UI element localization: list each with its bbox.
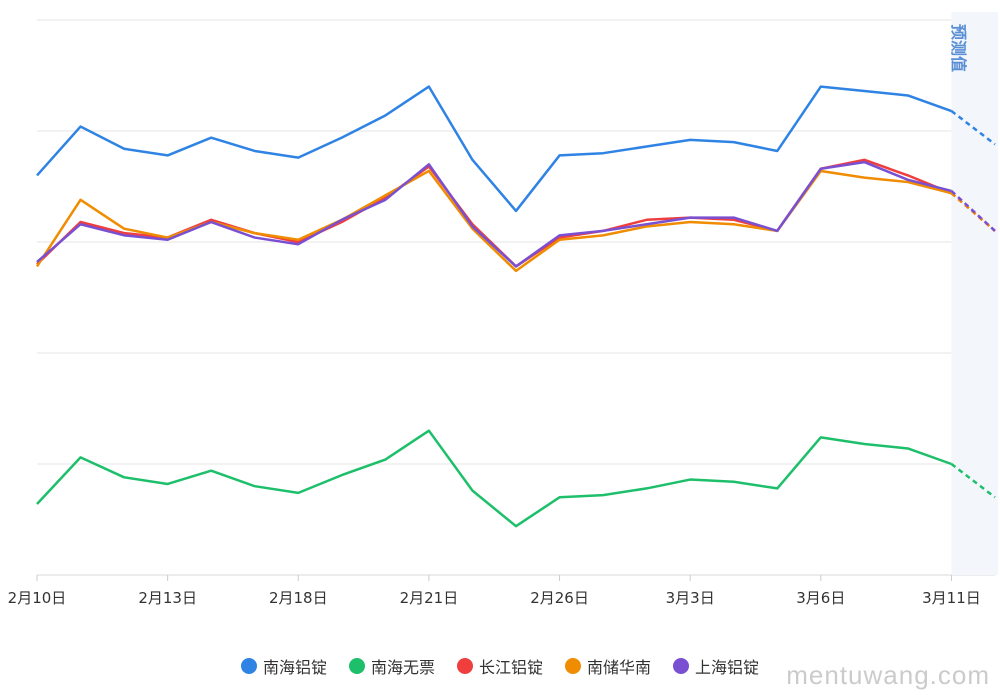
x-tick-label: 2月10日	[8, 589, 67, 607]
series-forecast-0	[950, 110, 996, 146]
legend-label-3: 南储华南	[587, 658, 652, 677]
x-tick-label: 3月6日	[796, 589, 845, 607]
x-tick-label: 3月3日	[666, 589, 715, 607]
forecast-label: 预测值	[949, 24, 968, 72]
legend-label-1: 南海无票	[370, 658, 435, 677]
legend-dot-0	[240, 658, 257, 674]
legend-item-4[interactable]: 上海铝锭	[673, 654, 759, 678]
legend-label-4: 上海铝锭	[695, 658, 760, 677]
x-tick-label: 3月11日	[922, 589, 981, 607]
forecast-shade	[951, 12, 998, 575]
series-forecast-4	[950, 190, 996, 232]
legend: 南海铝锭 南海无票 长江铝锭 南储华南 上海铝锭	[0, 652, 1000, 680]
legend-dot-4	[673, 658, 690, 674]
x-tick-label: 2月26日	[530, 589, 589, 607]
legend-item-1[interactable]: 南海无票	[348, 654, 435, 678]
series-line-0	[36, 85, 952, 213]
chart-lines	[35, 85, 996, 528]
series-line-1	[36, 429, 952, 528]
legend-label-2: 长江铝锭	[478, 658, 543, 677]
x-tick-label: 2月21日	[400, 589, 459, 607]
x-tick-label: 2月13日	[138, 589, 197, 607]
legend-item-2[interactable]: 长江铝锭	[456, 654, 543, 678]
legend-item-0[interactable]: 南海铝锭	[240, 654, 327, 678]
series-forecast-1	[950, 463, 996, 499]
chart-grid	[37, 19, 995, 576]
legend-dot-2	[456, 658, 473, 674]
legend-dot-1	[348, 658, 365, 674]
watermark: mentuwang.com	[786, 660, 990, 690]
x-axis: 2月10日 2月13日 2月18日 2月21日 2月26日 3月3日 3月6日 3月11日	[8, 575, 981, 607]
x-tick-label: 2月18日	[269, 589, 328, 607]
legend-dot-3	[565, 658, 581, 674]
legend-item-3[interactable]: 南储华南	[565, 654, 651, 678]
series-line-4	[36, 160, 952, 268]
forecast-zone: 预测值	[949, 12, 998, 575]
legend-label-0: 南海铝锭	[262, 658, 327, 677]
